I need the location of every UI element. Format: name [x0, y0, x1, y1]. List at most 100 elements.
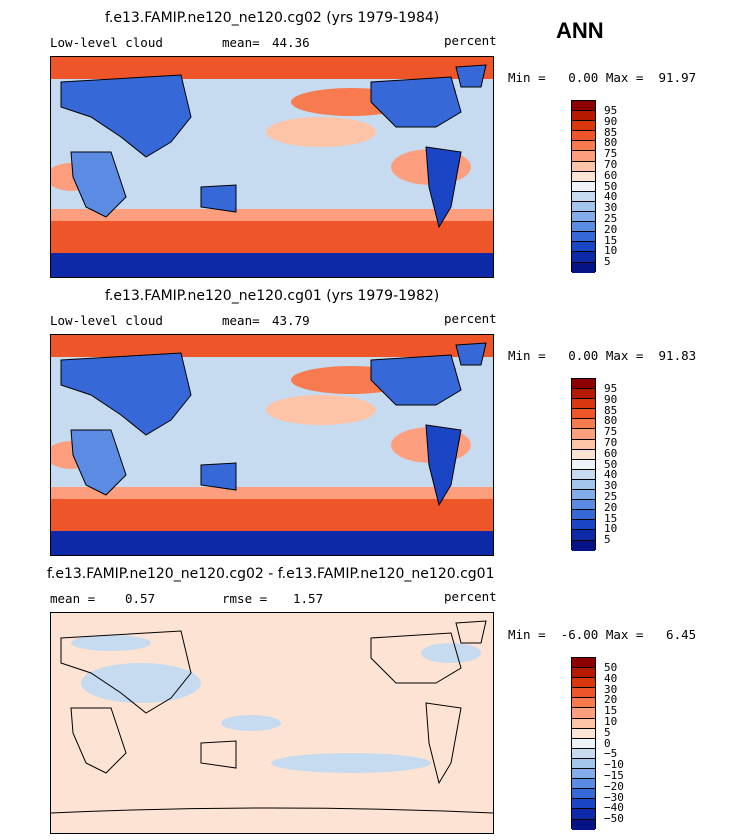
colorbar-label: −15	[604, 768, 624, 782]
colorbar-swatch	[572, 252, 595, 263]
colorbar-swatch	[572, 101, 595, 112]
colorbar-label: 5	[604, 255, 611, 269]
panel-1-colorbar	[571, 100, 596, 273]
colorbar-swatch	[572, 708, 595, 719]
colorbar-label: 15	[604, 704, 618, 718]
colorbar-label: 60	[604, 446, 618, 460]
colorbar-swatch	[572, 678, 595, 689]
panel-2-units: percent	[444, 311, 497, 326]
colorbar-label: 5	[604, 533, 611, 547]
colorbar-label: 20	[604, 222, 618, 236]
panel-1-mean-value: 44.36	[272, 35, 310, 50]
colorbar-label: 95	[604, 382, 618, 395]
colorbar-label: 30	[604, 682, 618, 696]
panel-2-minmax: Min = 0.00 Max = 91.83	[508, 348, 697, 363]
colorbar-swatch	[572, 409, 595, 420]
colorbar-label: 60	[604, 168, 618, 182]
panel-3-rmse-label: rmse =	[222, 591, 268, 606]
colorbar-swatch	[572, 449, 595, 460]
colorbar-swatch	[572, 718, 595, 729]
colorbar-label: 40	[604, 190, 618, 204]
colorbar-label: 0	[604, 736, 611, 750]
colorbar-swatch	[572, 688, 595, 699]
panel-3-mean-label: mean =	[50, 591, 96, 606]
colorbar-label: 75	[604, 425, 618, 439]
colorbar-swatch	[572, 232, 595, 243]
colorbar-swatch	[572, 479, 595, 491]
colorbar-swatch	[572, 469, 595, 480]
colorbar-label: 90	[604, 392, 618, 406]
colorbar-label: 30	[604, 201, 618, 215]
colorbar-swatch	[572, 419, 595, 430]
colorbar-swatch	[572, 490, 595, 501]
colorbar-swatch	[572, 809, 595, 820]
panel-2-colorbar	[571, 378, 596, 551]
colorbar-swatch	[572, 399, 595, 410]
colorbar-swatch	[572, 658, 595, 669]
colorbar-swatch	[572, 459, 595, 470]
colorbar-swatch	[572, 530, 595, 541]
colorbar-swatch	[572, 439, 595, 450]
panel-1-mean-label: mean=	[222, 35, 260, 50]
colorbar-swatch	[572, 161, 595, 172]
colorbar-label: 95	[604, 104, 618, 117]
colorbar-label: 40	[604, 671, 618, 685]
colorbar-label: 85	[604, 403, 618, 417]
season-label: ANN	[556, 18, 604, 43]
colorbar-label: −30	[604, 790, 624, 804]
colorbar-swatch	[572, 728, 595, 739]
panel-3-rmse-value: 1.57	[293, 591, 324, 606]
panel-1-title: f.e13.FAMIP.ne120_ne120.cg02 (yrs 1979-1…	[105, 10, 440, 26]
colorbar-swatch	[572, 819, 595, 830]
colorbar-label: −5	[604, 747, 618, 761]
colorbar-swatch	[572, 789, 595, 800]
colorbar-swatch	[572, 429, 595, 440]
colorbar-label: 40	[604, 468, 618, 482]
colorbar-swatch	[572, 151, 595, 162]
colorbar-swatch	[572, 500, 595, 511]
panel-3-map	[50, 612, 494, 834]
panel-2-mean-label: mean=	[222, 313, 260, 328]
colorbar-label: 5	[604, 725, 611, 739]
colorbar-swatch	[572, 668, 595, 679]
colorbar-label: 25	[604, 211, 618, 225]
colorbar-label: 70	[604, 435, 618, 449]
colorbar-label: 80	[604, 136, 618, 150]
colorbar-swatch	[572, 171, 595, 182]
colorbar-swatch	[572, 212, 595, 223]
colorbar-swatch	[572, 262, 595, 273]
panel-3-units: percent	[444, 589, 497, 604]
colorbar-swatch	[572, 510, 595, 521]
panel-2-variable-label: Low-level cloud	[50, 313, 163, 328]
colorbar-swatch	[572, 121, 595, 132]
panel-2-map	[50, 334, 494, 556]
panel-3-minmax: Min = -6.00 Max = 6.45	[508, 627, 697, 642]
colorbar-swatch	[572, 191, 595, 202]
panel-2-colorbar-labels: 95 90 85 80 75 70 60 50 40 30 25 20 15 1…	[604, 382, 618, 547]
colorbar-label: 20	[604, 500, 618, 514]
colorbar-swatch	[572, 201, 595, 213]
colorbar-label: 30	[604, 479, 618, 493]
panel-2-mean-value: 43.79	[272, 313, 310, 328]
colorbar-label: 70	[604, 157, 618, 171]
colorbar-swatch	[572, 379, 595, 390]
colorbar-label: −10	[604, 758, 624, 772]
colorbar-label: −40	[604, 801, 624, 815]
colorbar-swatch	[572, 181, 595, 192]
colorbar-swatch	[572, 520, 595, 531]
colorbar-label: 50	[604, 179, 618, 193]
colorbar-swatch	[572, 799, 595, 810]
panel-1-colorbar-labels: 95 90 85 80 75 70 60 50 40 30 25 20 15 1…	[604, 104, 618, 269]
colorbar-swatch	[572, 141, 595, 152]
colorbar-label: −20	[604, 779, 624, 793]
panel-1-variable-label: Low-level cloud	[50, 35, 163, 50]
colorbar-label: 10	[604, 244, 618, 258]
panel-3-colorbar	[571, 657, 596, 830]
colorbar-label: 10	[604, 522, 618, 536]
colorbar-label: 90	[604, 114, 618, 128]
colorbar-swatch	[572, 389, 595, 400]
colorbar-label: 75	[604, 147, 618, 161]
panel-2-title: f.e13.FAMIP.ne120_ne120.cg01 (yrs 1979-1…	[105, 288, 440, 304]
colorbar-swatch	[572, 111, 595, 122]
panel-1-minmax: Min = 0.00 Max = 91.97	[508, 70, 697, 85]
